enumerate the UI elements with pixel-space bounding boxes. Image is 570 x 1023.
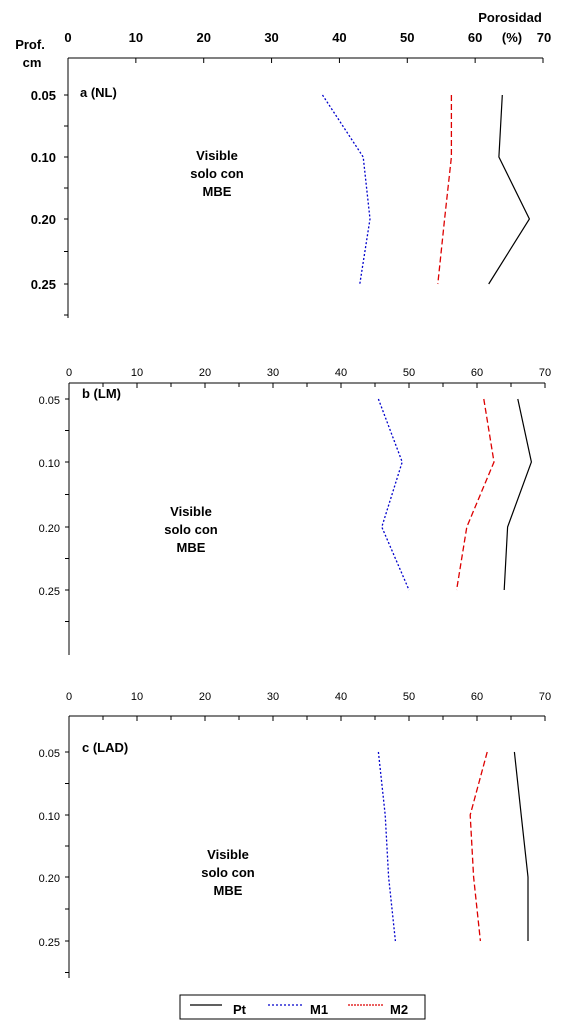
x-tick-label: 70 <box>537 30 551 45</box>
series-line-pt <box>513 751 529 941</box>
x-tick-label: 30 <box>264 30 278 45</box>
depth-label: 0.25 <box>31 277 56 292</box>
annotation-text: Visible <box>207 847 249 862</box>
annotation-text: MBE <box>177 540 206 555</box>
annotation-text: solo con <box>190 166 244 181</box>
x-tick-label: 0 <box>66 367 72 379</box>
depth-label: 0.10 <box>31 150 56 165</box>
series-line-m1 <box>377 751 397 942</box>
y-axis-title: Prof. <box>15 37 45 52</box>
x-tick-label: 10 <box>131 367 143 379</box>
x-tick-label: 40 <box>335 691 347 703</box>
series-line-pt <box>503 398 533 591</box>
x-tick-label: 70 <box>539 367 551 379</box>
x-tick-label: 10 <box>131 691 143 703</box>
annotation-text: solo con <box>164 522 218 537</box>
x-tick-label: 50 <box>400 30 414 45</box>
depth-label: 0.10 <box>39 811 60 823</box>
depth-label: 0.25 <box>39 937 60 949</box>
x-tick-label: 60 <box>468 30 482 45</box>
series-line-pt <box>488 94 531 285</box>
depth-label: 0.20 <box>39 873 60 885</box>
x-tick-label: 50 <box>403 691 415 703</box>
depth-label: 0.05 <box>39 395 60 407</box>
x-tick-label: 0 <box>66 691 72 703</box>
legend-box <box>179 994 426 1020</box>
series-line-m2 <box>455 398 495 591</box>
x-tick-label: 0 <box>64 30 71 45</box>
series-line-m2 <box>437 95 453 285</box>
panel-label: c (LAD) <box>82 740 128 755</box>
x-tick-label: 20 <box>196 30 210 45</box>
annotation-text: MBE <box>203 184 232 199</box>
x-tick-label: 60 <box>471 367 483 379</box>
y-axis-title-unit: cm <box>23 55 42 70</box>
annotation-text: MBE <box>214 883 243 898</box>
depth-label: 0.20 <box>39 523 60 535</box>
x-tick-label: 60 <box>471 691 483 703</box>
annotation-text: solo con <box>201 865 255 880</box>
legend-label-m2: M2 <box>390 1002 408 1017</box>
depth-label: 0.05 <box>31 88 56 103</box>
series-line-m1 <box>321 94 371 285</box>
depth-label: 0.25 <box>39 586 60 598</box>
depth-label: 0.20 <box>31 212 56 227</box>
annotation-text: Visible <box>170 504 212 519</box>
annotation-text: Visible <box>196 148 238 163</box>
panel-label: b (LM) <box>82 386 121 401</box>
x-tick-label: 20 <box>199 367 211 379</box>
legend-label-m1: M1 <box>310 1002 328 1017</box>
legend-label-pt: Pt <box>233 1002 247 1017</box>
x-tick-label: 20 <box>199 691 211 703</box>
x-tick-label: 40 <box>332 30 346 45</box>
x-tick-label: 30 <box>267 691 279 703</box>
panel-label: a (NL) <box>80 85 117 100</box>
series-line-m1 <box>377 398 410 591</box>
x-tick-label: 70 <box>539 691 551 703</box>
x-tick-label: 30 <box>267 367 279 379</box>
x-axis-title: Porosidad <box>478 10 542 25</box>
depth-label: 0.05 <box>39 748 60 760</box>
x-tick-label: 10 <box>129 30 143 45</box>
x-tick-label: 40 <box>335 367 347 379</box>
depth-label: 0.10 <box>39 458 60 470</box>
series-line-m2 <box>469 751 488 942</box>
x-tick-label: 50 <box>403 367 415 379</box>
x-axis-title-unit: (%) <box>502 30 522 45</box>
